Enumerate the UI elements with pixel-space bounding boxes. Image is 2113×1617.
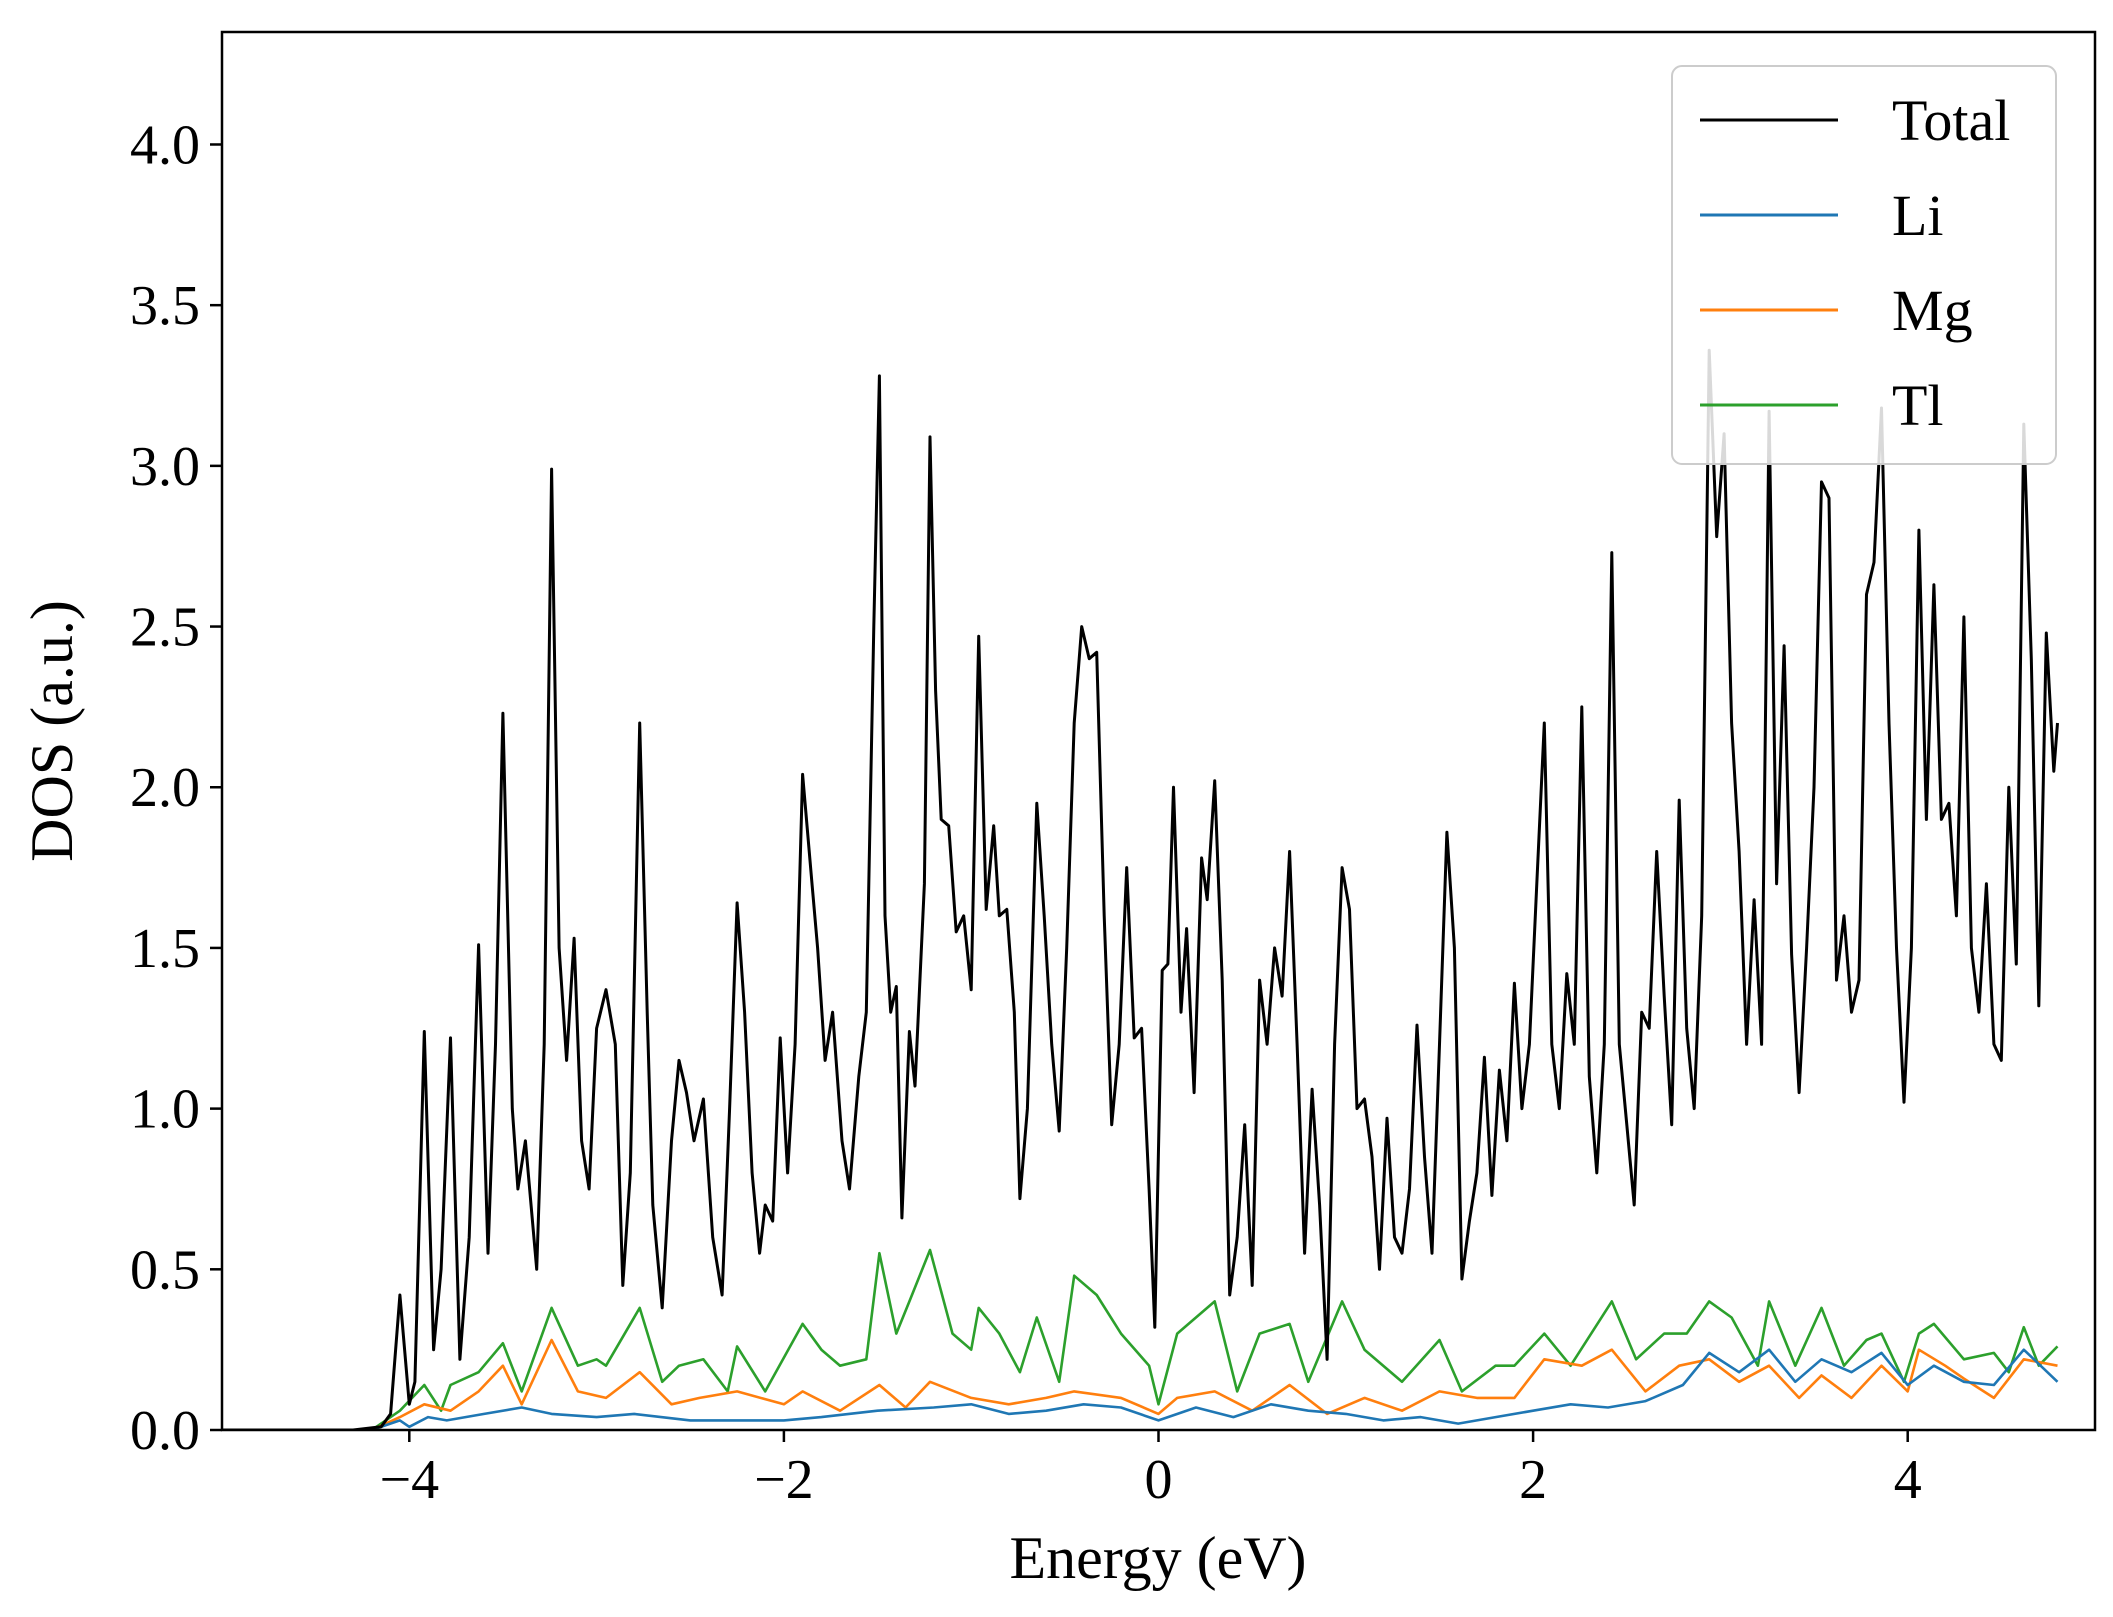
y-tick-label: 3.5 (130, 275, 200, 337)
x-tick-label: 0 (1145, 1449, 1173, 1511)
y-tick-label: 2.0 (130, 757, 200, 819)
legend-label-li: Li (1892, 183, 1944, 248)
series-layer (222, 348, 2059, 1430)
legend-label-tl: Tl (1892, 373, 1944, 438)
series-line-mg (222, 1338, 2058, 1430)
legend-label-mg: Mg (1892, 278, 1973, 343)
legend: Total Li Mg Tl (1671, 65, 2057, 465)
y-tick-label: 0.0 (130, 1400, 200, 1462)
x-tick-label: 4 (1894, 1449, 1922, 1511)
legend-box (1671, 65, 2057, 465)
series-line-tl (222, 1248, 2059, 1430)
series-line-li (222, 1348, 2059, 1430)
y-tick-label: 4.0 (130, 114, 200, 176)
y-axis: 0.0 0.5 1.0 1.5 2.0 2.5 3.0 3.5 4.0 (130, 114, 222, 1462)
y-tick-label: 3.0 (130, 436, 200, 498)
x-tick-label: −4 (380, 1449, 440, 1511)
x-tick-label: −2 (754, 1449, 814, 1511)
y-axis-label: DOS (a.u.) (19, 600, 85, 862)
x-axis: −4 −2 0 2 4 (380, 1430, 1922, 1511)
y-tick-label: 1.5 (130, 918, 200, 980)
legend-label-total: Total (1892, 88, 2010, 153)
x-tick-label: 2 (1519, 1449, 1547, 1511)
y-tick-label: 2.5 (130, 597, 200, 659)
series-line-total (222, 348, 2059, 1430)
x-axis-label: Energy (eV) (1009, 1525, 1306, 1591)
y-tick-label: 1.0 (130, 1079, 200, 1141)
y-tick-label: 0.5 (130, 1239, 200, 1301)
